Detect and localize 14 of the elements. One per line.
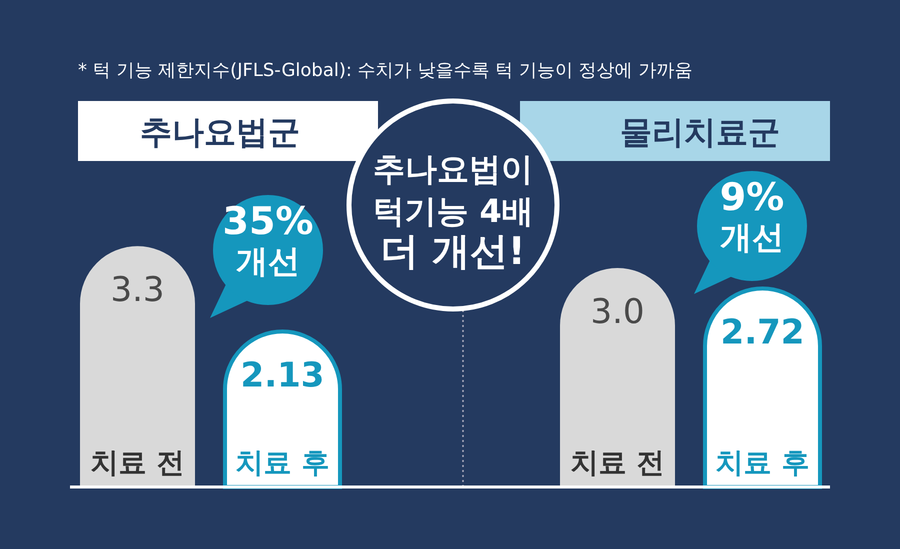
- annotation: 35% 개선: [222, 199, 314, 280]
- text: 9% 개선: [720, 175, 784, 256]
- x-tick-label: 치료 후: [716, 446, 810, 479]
- text: 추나요법이 턱기능 4배 더 개선!: [372, 150, 534, 273]
- data-label: 3.0: [590, 292, 645, 332]
- data-label: 3.3: [110, 270, 165, 310]
- x-tick-label: 치료 전: [90, 446, 184, 479]
- x-tick-label: 치료 후: [236, 446, 330, 479]
- chart-title: 추나요법군: [140, 113, 300, 151]
- x-tick-label: 치료 전: [570, 446, 664, 479]
- chart-title: 물리치료군: [620, 113, 780, 151]
- data-label: 2.13: [240, 356, 324, 396]
- text: * 턱 기능 제한지수(JFLS-Global): 수치가 낮을수록 턱 기능이 정상에 가까움: [78, 60, 692, 81]
- data-label: 2.72: [720, 312, 804, 352]
